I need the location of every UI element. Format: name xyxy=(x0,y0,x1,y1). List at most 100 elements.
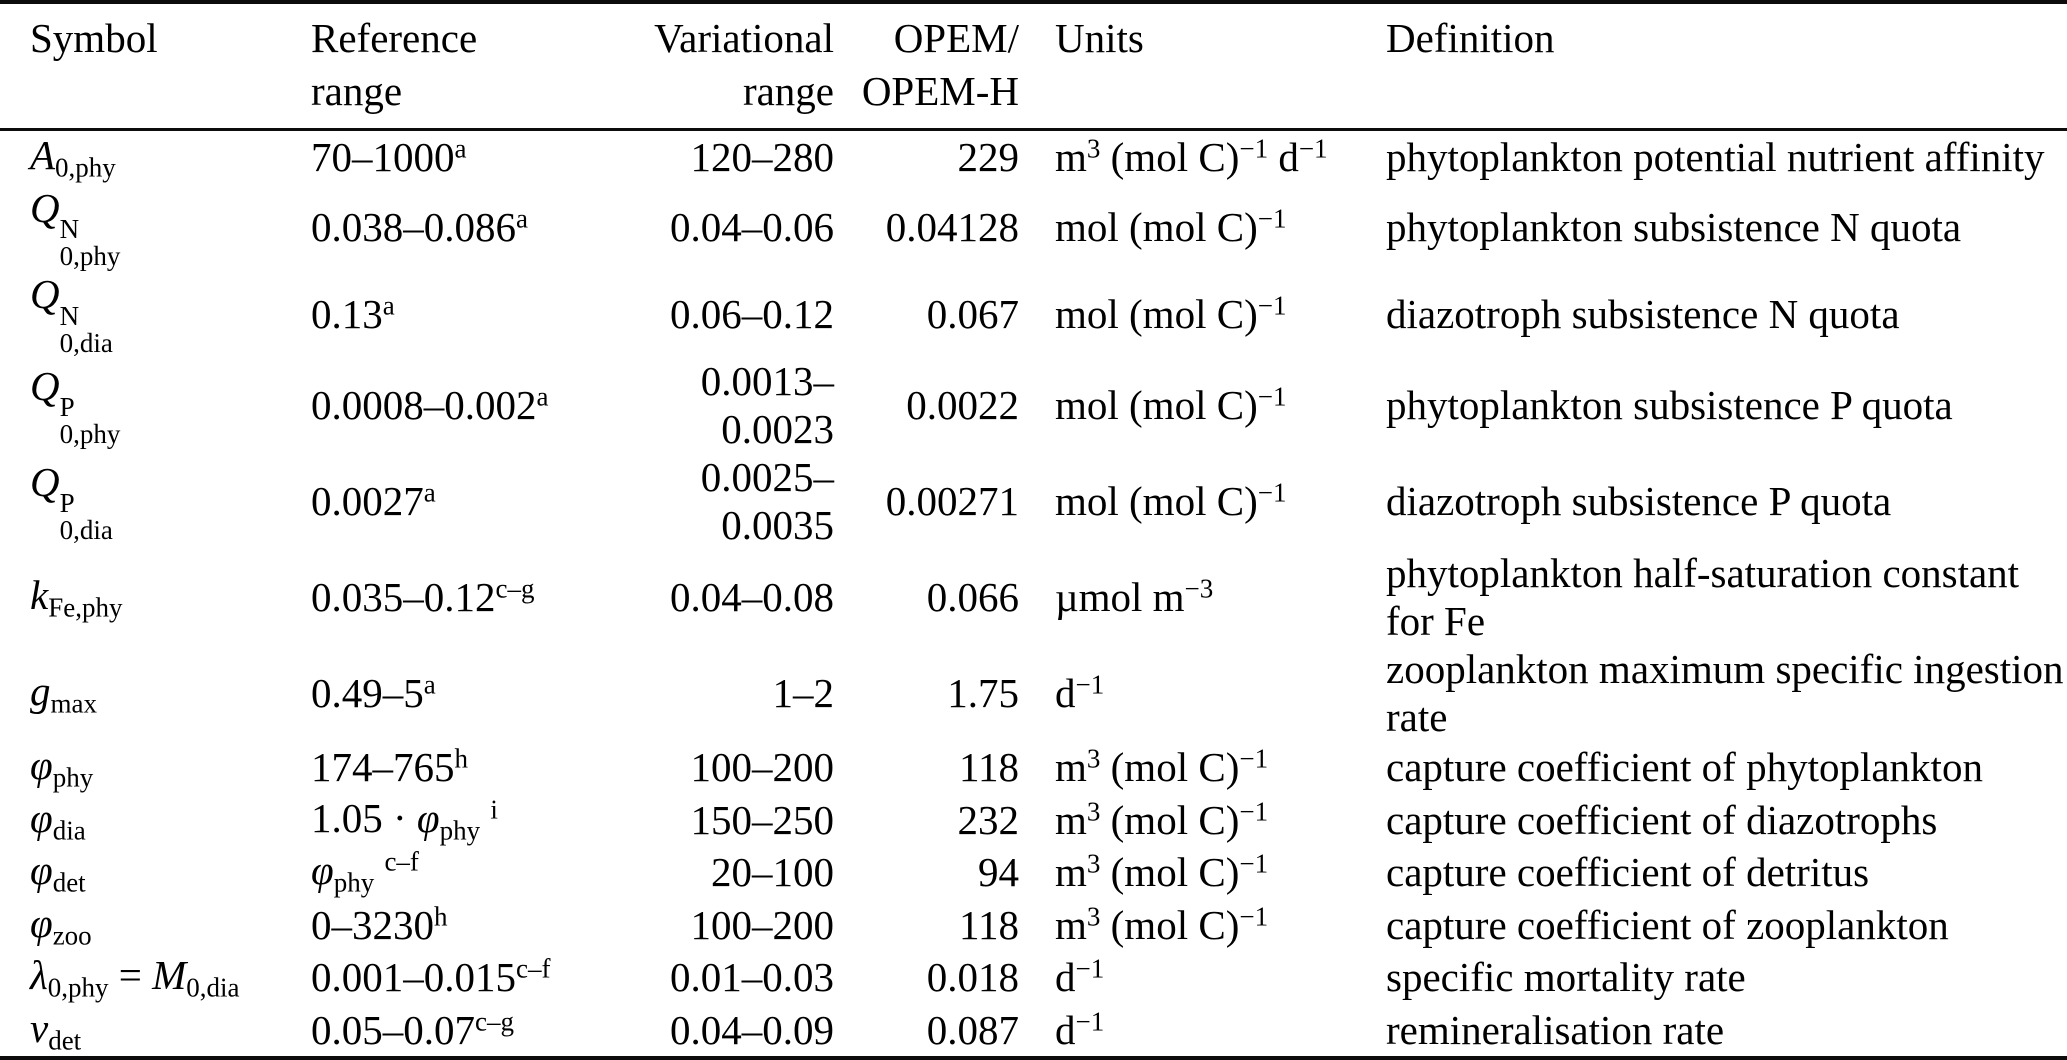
cell-opem-value: 0.066 xyxy=(926,574,1019,621)
table-row: Q N 0,phy 0.038–0.086a 0.04–0.06 0.04128 m… xyxy=(0,184,2067,271)
cell-units: mol (mol C)−1 xyxy=(1055,203,1287,250)
cell-definition: remineralisation rate xyxy=(1386,1007,1725,1054)
stacked-supsub: P 0,phy xyxy=(59,392,121,450)
cell-variational-range: 20–100 xyxy=(711,849,834,896)
cell-reference-range: 0.13a xyxy=(311,290,395,337)
stacked-supsub: N 0,phy xyxy=(59,214,121,272)
cell-units: m3 (mol C)−1 xyxy=(1055,743,1269,791)
cell-definition: specific mortality rate xyxy=(1386,954,1746,1001)
header-units: Units xyxy=(1020,2,1385,131)
stacked-supsub: N 0,dia xyxy=(59,301,113,359)
cell-symbol: Q N 0,phy xyxy=(30,184,121,272)
stacked-supsub: P 0,dia xyxy=(59,488,113,546)
cell-opem-value: 0.00271 xyxy=(885,478,1019,525)
cell-symbol: νdet xyxy=(30,1004,82,1056)
cell-definition: diazotroph subsistence N quota xyxy=(1386,290,1900,337)
cell-symbol: φdet xyxy=(30,847,86,898)
header-row: Symbol Reference range Variational range… xyxy=(0,2,2067,131)
cell-reference-range: 0.038–0.086a xyxy=(311,203,528,250)
table-row: A0,phy 70–1000a 120–280 229 m3 (mol C)−1… xyxy=(0,130,2067,184)
cell-definition: phytoplankton potential nutrient affinit… xyxy=(1386,134,2045,181)
cell-symbol: A0,phy xyxy=(30,132,116,183)
cell-opem-value: 94 xyxy=(978,849,1019,896)
cell-variational-range: 0.06–0.12 xyxy=(670,290,834,337)
cell-variational-range: 120–280 xyxy=(690,134,835,181)
header-definition: Definition xyxy=(1385,2,2067,131)
cell-definition: capture coefficient of detritus xyxy=(1386,849,1870,896)
cell-reference-range: 0–3230h xyxy=(311,901,448,948)
cell-variational-range: 0.0013–0.0023 xyxy=(700,358,834,453)
header-opem-line2: OPEM-H xyxy=(861,68,1019,114)
cell-opem-value: 229 xyxy=(957,134,1020,181)
table-row: Q N 0,dia 0.13a 0.06–0.12 0.067 mol (mol C… xyxy=(0,270,2067,357)
table-row: φdia 1.05 · φphy i 150–250 232 m3 (mol C… xyxy=(0,794,2067,847)
cell-definition: capture coefficient of zooplankton xyxy=(1386,901,1949,948)
cell-units: m3 (mol C)−1 xyxy=(1055,901,1269,948)
cell-reference-range: 70–1000a xyxy=(311,133,467,181)
header-opem-line1: OPEM/ xyxy=(893,15,1019,61)
cell-definition: zooplankton maximum specific ingestion r… xyxy=(1386,646,2064,741)
cell-units: d−1 xyxy=(1055,1006,1105,1054)
cell-opem-value: 0.067 xyxy=(926,290,1019,337)
cell-opem-value: 0.087 xyxy=(926,1007,1019,1054)
header-reference-range: Reference range xyxy=(310,2,640,131)
cell-variational-range: 0.04–0.08 xyxy=(670,574,834,621)
cell-units: mol (mol C)−1 xyxy=(1055,477,1287,525)
cell-variational-range: 150–250 xyxy=(690,796,835,843)
cell-variational-range: 0.04–0.06 xyxy=(670,203,834,250)
cell-opem-value: 118 xyxy=(959,901,1019,948)
table-row: gmax 0.49–5a 1–2 1.75 d−1 zooplankton ma… xyxy=(0,645,2067,741)
table-row: kFe,phy 0.035–0.12c–g 0.04–0.08 0.066 µm… xyxy=(0,549,2067,645)
cell-variational-range: 100–200 xyxy=(690,901,835,948)
header-reference-line1: Reference xyxy=(311,15,478,61)
cell-reference-range: 0.001–0.015c–f xyxy=(311,953,551,1001)
table-row: νdet 0.05–0.07c–g 0.04–0.09 0.087 d−1 re… xyxy=(0,1004,2067,1059)
cell-variational-range: 0.0025–0.0035 xyxy=(700,454,834,549)
cell-definition: phytoplankton subsistence N quota xyxy=(1386,203,1962,250)
cell-reference-range: 0.49–5a xyxy=(311,669,436,717)
header-units-label: Units xyxy=(1055,15,1144,61)
table-row: φdet φphy c–f 20–100 94 m3 (mol C)−1 cap… xyxy=(0,846,2067,899)
cell-opem-value: 118 xyxy=(959,744,1019,791)
cell-reference-range: 1.05 · φphy i xyxy=(311,794,498,846)
table-row: λ0,phy = M0,dia 0.001–0.015c–f 0.01–0.03… xyxy=(0,951,2067,1004)
cell-reference-range: 0.0008–0.002a xyxy=(311,381,549,429)
cell-reference-range: 0.05–0.07c–g xyxy=(311,1006,514,1054)
cell-opem-value: 0.018 xyxy=(926,954,1019,1001)
table-row: Q P 0,phy 0.0008–0.002a 0.0013–0.0023 0.00… xyxy=(0,357,2067,453)
header-variational-line1: Variational xyxy=(654,15,834,61)
cell-symbol: φphy xyxy=(30,742,94,793)
cell-units: d−1 xyxy=(1055,953,1105,1001)
cell-variational-range: 0.01–0.03 xyxy=(670,954,834,1001)
cell-reference-range: φphy c–f xyxy=(311,846,419,898)
cell-definition: capture coefficient of phytoplankton xyxy=(1386,744,1983,791)
header-symbol-label: Symbol xyxy=(30,15,158,61)
cell-symbol: Q P 0,dia xyxy=(30,458,113,546)
cell-symbol: Q N 0,dia xyxy=(30,271,113,359)
cell-definition: capture coefficient of diazotrophs xyxy=(1386,796,1938,843)
cell-opem-value: 0.04128 xyxy=(885,203,1019,250)
cell-reference-range: 174–765h xyxy=(311,743,468,791)
cell-symbol: φdia xyxy=(30,794,86,846)
table-row: φzoo 0–3230h 100–200 118 m3 (mol C)−1 ca… xyxy=(0,899,2067,952)
table-row: φphy 174–765h 100–200 118 m3 (mol C)−1 c… xyxy=(0,741,2067,794)
header-variational-line2: range xyxy=(742,68,834,114)
cell-definition: phytoplankton subsistence P quota xyxy=(1386,382,1953,429)
cell-opem-value: 0.0022 xyxy=(906,382,1019,429)
cell-symbol: kFe,phy xyxy=(30,571,123,623)
cell-units: d−1 xyxy=(1055,669,1105,717)
cell-units: mol (mol C)−1 xyxy=(1055,381,1287,429)
header-opem: OPEM/ OPEM-H xyxy=(835,2,1020,131)
cell-units: µmol m−3 xyxy=(1055,573,1214,621)
cell-opem-value: 1.75 xyxy=(947,670,1019,717)
cell-variational-range: 0.04–0.09 xyxy=(670,1007,834,1054)
header-definition-label: Definition xyxy=(1386,15,1555,61)
cell-units: mol (mol C)−1 xyxy=(1055,290,1287,337)
cell-symbol: Q P 0,phy xyxy=(30,362,121,450)
cell-reference-range: 0.0027a xyxy=(311,477,436,525)
cell-variational-range: 1–2 xyxy=(772,670,835,717)
header-variational-range: Variational range xyxy=(640,2,835,131)
table-row: Q P 0,dia 0.0027a 0.0025–0.0035 0.00271 mo… xyxy=(0,453,2067,549)
cell-definition: phytoplankton half-saturation constant f… xyxy=(1386,550,2020,645)
